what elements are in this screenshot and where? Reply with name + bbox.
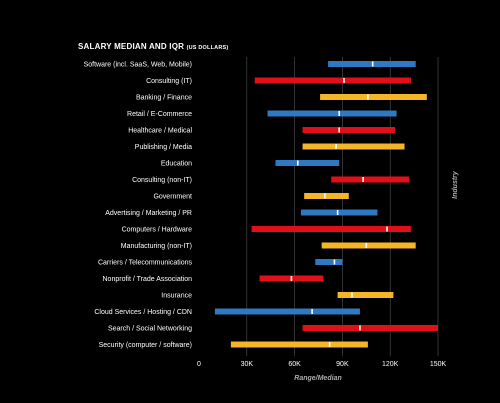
iqr-bar xyxy=(315,259,343,265)
category-label: Publishing / Media xyxy=(135,144,192,151)
chart-title: SALARY MEDIAN AND IQR (US DOLLARS) xyxy=(78,42,228,51)
iqr-bar xyxy=(214,308,360,315)
iqr-bar xyxy=(300,209,378,216)
category-label: Government xyxy=(153,194,192,201)
iqr-bar xyxy=(302,143,405,150)
y-axis-title: Industry xyxy=(452,170,459,199)
median-marker xyxy=(328,342,331,347)
category-label: Carriers / Telecommunications xyxy=(98,260,193,267)
iqr-bar xyxy=(302,127,395,133)
category-label: Education xyxy=(161,161,192,168)
category-label: Software (incl. SaaS, Web, Mobile) xyxy=(84,62,192,69)
category-label: Consulting (IT) xyxy=(146,78,192,85)
median-marker xyxy=(290,276,293,281)
x-tick-label: 150K xyxy=(430,361,447,368)
iqr-bar xyxy=(302,325,438,331)
x-tick-label: 60K xyxy=(288,361,301,368)
iqr-bar xyxy=(230,341,368,348)
x-tick-labels: 0 30K 60K 90K 120K 150K xyxy=(197,361,446,368)
category-label: Consulting (non-IT) xyxy=(132,177,192,184)
chart-subtitle: (US DOLLARS) xyxy=(186,45,229,51)
category-labels: Software (incl. SaaS, Web, Mobile) Consul… xyxy=(84,62,193,350)
category-label: Insurance xyxy=(161,293,192,300)
median-marker xyxy=(311,309,313,314)
category-label: Computers / Hardware xyxy=(122,227,193,234)
median-marker xyxy=(336,210,339,215)
category-label: Healthcare / Medical xyxy=(128,128,192,135)
x-tick-label: 30K xyxy=(241,361,254,368)
median-marker xyxy=(351,292,353,298)
x-tick-label: 0 xyxy=(197,361,201,368)
median-marker xyxy=(335,144,337,149)
median-marker xyxy=(365,243,368,248)
median-marker xyxy=(296,160,299,166)
median-marker xyxy=(338,127,341,133)
iqr-bar xyxy=(254,77,411,84)
x-tick-label: 120K xyxy=(382,361,399,368)
category-label: Security (computer / software) xyxy=(99,342,192,349)
median-marker xyxy=(359,325,361,331)
iqr-bar xyxy=(275,160,340,166)
median-marker xyxy=(343,78,345,83)
category-label: Retail / E-Commerce xyxy=(127,111,192,118)
iqr-bar xyxy=(251,226,411,232)
category-label: Cloud Services / Hosting / CDN xyxy=(94,309,192,316)
x-axis-title: Range/Median xyxy=(294,375,341,382)
chart-title-text: SALARY MEDIAN AND IQR xyxy=(78,42,185,51)
iqr-bar xyxy=(304,193,349,199)
category-label: Advertising / Marketing / PR xyxy=(105,210,192,217)
x-tick-label: 90K xyxy=(336,361,349,368)
category-label: Banking / Finance xyxy=(136,95,192,102)
median-marker xyxy=(362,177,364,182)
category-label: Search / Social Networking xyxy=(108,326,192,333)
median-marker xyxy=(338,111,341,116)
category-label: Nonprofit / Trade Association xyxy=(103,276,193,283)
median-marker xyxy=(386,226,388,232)
gridlines xyxy=(246,57,439,356)
iqr-bar xyxy=(337,292,394,298)
iqr-bar xyxy=(321,242,416,249)
iqr-bar xyxy=(267,110,397,117)
median-marker xyxy=(367,94,369,100)
median-marker xyxy=(324,193,326,199)
category-label: Manufacturing (non-IT) xyxy=(121,243,192,250)
median-marker xyxy=(371,61,374,67)
median-marker xyxy=(333,259,336,265)
range-bars xyxy=(214,61,438,348)
iqr-bar xyxy=(320,94,427,100)
iqr-bar xyxy=(331,176,410,183)
